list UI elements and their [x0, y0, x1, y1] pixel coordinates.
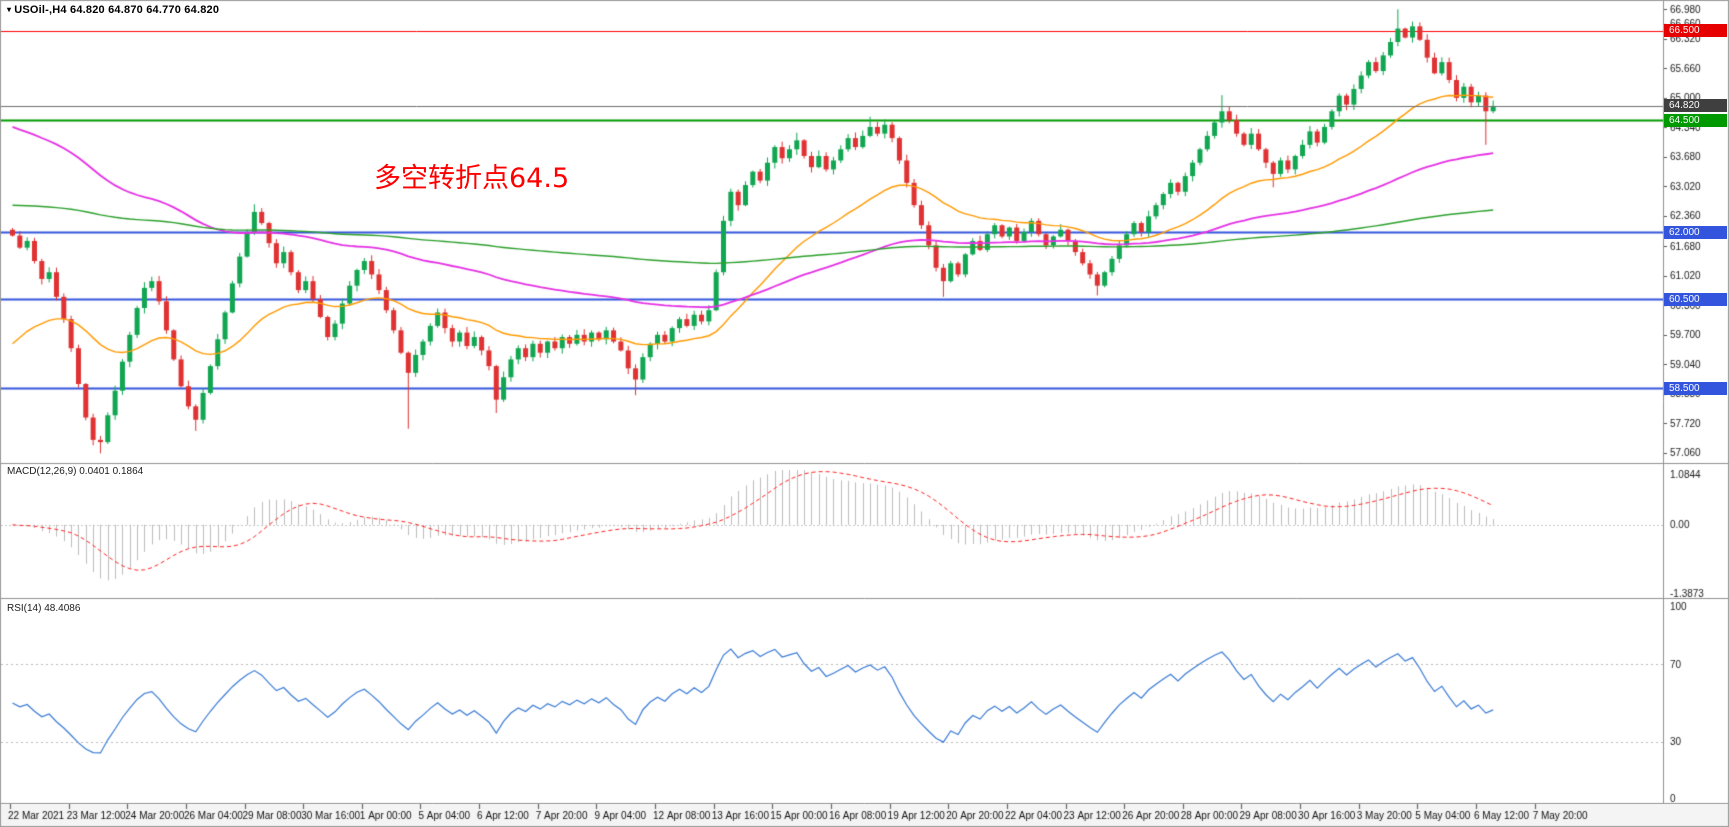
rsi-indicator-label: RSI(14) 48.4086	[7, 603, 81, 614]
price-level-badge-58-500[interactable]: 58.500	[1664, 381, 1727, 395]
macd-indicator-label: MACD(12,26,9) 0.0401 0.1864	[7, 466, 144, 477]
price-level-badge-64-500[interactable]: 64.500	[1664, 113, 1727, 127]
symbol-triangle-icon: ▾	[7, 5, 12, 14]
current-price-badge-64-820: 64.820	[1664, 99, 1727, 113]
annotation-text[interactable]: 多空转折点64.5	[374, 163, 570, 194]
symbol-ohlc-text: USOil-,H4 64.820 64.870 64.770 64.820	[14, 4, 220, 16]
price-level-badge-60-500[interactable]: 60.500	[1664, 292, 1727, 306]
price-level-badge-62-000[interactable]: 62.000	[1664, 225, 1727, 239]
symbol-info: ▾ USOil-,H4 64.820 64.870 64.770 64.820	[7, 4, 219, 16]
price-level-badge-66-500[interactable]: 66.500	[1664, 24, 1727, 38]
